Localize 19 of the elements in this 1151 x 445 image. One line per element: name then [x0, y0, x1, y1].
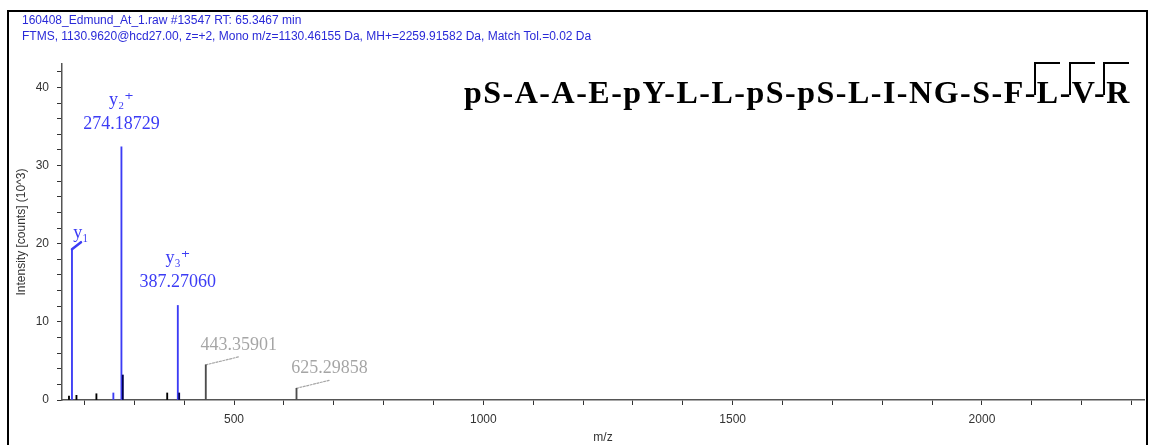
- y-tick-label: 20: [35, 236, 50, 251]
- annotation: y₃⁺ 387.27060: [139, 247, 217, 292]
- x-tick-label: 2000: [968, 411, 996, 426]
- y-tick-label: 30: [35, 157, 50, 172]
- chart-subtitle: FTMS, 1130.9620@hcd27.00, z=+2, Mono m/z=1130.46155 Da, MH+=2259.91582 Da, Match Tol.=0.02 Da: [22, 29, 592, 43]
- annotation: 443.35901: [200, 333, 278, 354]
- y-tick-label: 0: [42, 392, 50, 407]
- annotation: 625.29858: [291, 357, 368, 378]
- y-tick-label: 10: [35, 314, 50, 329]
- chart-title: 160408_Edmund_At_1.raw #13547 RT: 65.3467 min: [22, 13, 302, 27]
- annotation: y₂⁺ 274.18729: [83, 88, 160, 133]
- annotation: pS-A-A-E-pY-L-L-pS-pS-L-I-NG-S-F-L-V-R: [464, 74, 1131, 110]
- y-axis-title: Intensity [counts] (10^3): [14, 168, 29, 296]
- annotation: y₁: [73, 222, 89, 243]
- y-tick-label: 40: [35, 79, 50, 94]
- x-tick-label: 500: [224, 411, 245, 426]
- x-tick-label: 1000: [469, 411, 497, 426]
- x-tick-label: 1500: [719, 411, 747, 426]
- x-axis-title: m/z: [593, 430, 613, 445]
